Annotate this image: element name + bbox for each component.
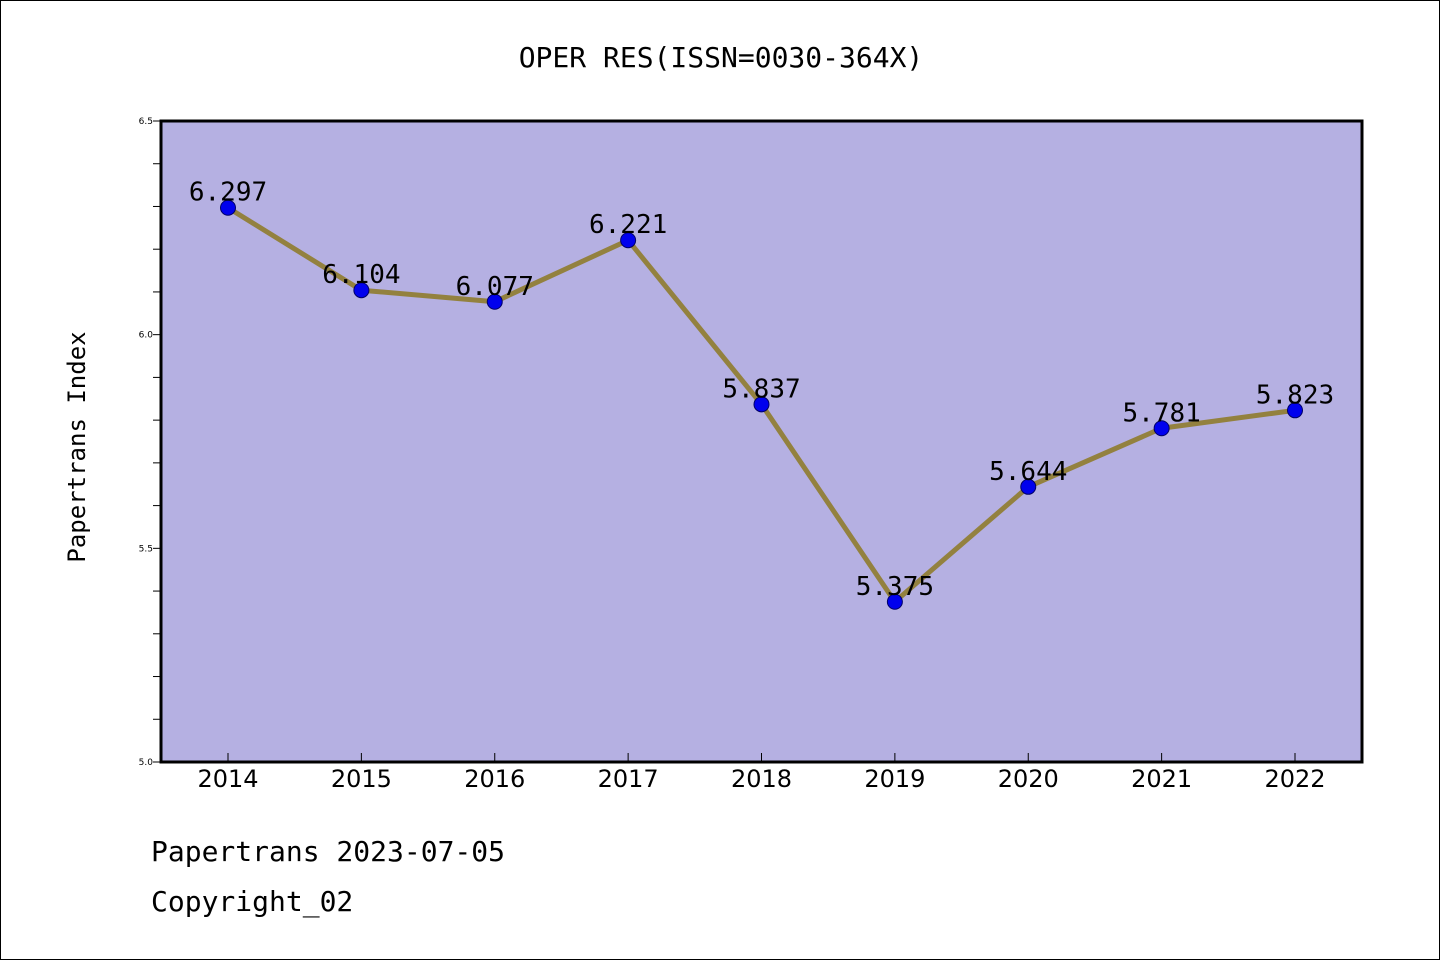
data-label: 6.221	[589, 210, 667, 240]
data-point	[753, 396, 770, 413]
x-tick-label: 2014	[197, 765, 258, 793]
x-tick-label: 2016	[464, 765, 525, 793]
data-label: 5.823	[1256, 380, 1334, 410]
data-label: 5.837	[722, 374, 800, 404]
data-label: 5.781	[1122, 398, 1200, 428]
y-axis-label: Papertrans Index	[63, 331, 91, 562]
data-point	[1153, 420, 1170, 437]
chart-title: OPER RES(ISSN=0030-364X)	[519, 41, 924, 74]
data-label: 5.375	[856, 572, 934, 602]
x-tick-label: 2017	[598, 765, 659, 793]
x-tick-label: 2021	[1131, 765, 1192, 793]
x-tick-label: 2019	[864, 765, 925, 793]
series-layer	[220, 199, 1303, 610]
y-tick-label: 5.5	[139, 544, 153, 554]
data-point	[1020, 478, 1037, 495]
y-tick-label: 6.0	[139, 331, 154, 341]
x-tick-label: 2020	[998, 765, 1059, 793]
data-label: 5.644	[989, 457, 1067, 487]
x-axis-ticks: 2014 2015 2016 2017 2018 2019 2020 2021 2022	[197, 753, 1326, 793]
data-point	[1287, 402, 1303, 419]
data-labels: 6.297 6.104 6.077 6.221 5.837 5.375 5.644 5.781…	[189, 178, 1334, 602]
x-tick-label: 2022	[1264, 765, 1325, 793]
data-label: 6.077	[456, 272, 534, 302]
data-point	[486, 293, 503, 310]
footer-date-line: Papertrans 2023-07-05	[151, 835, 506, 868]
y-tick-label: 6.5	[139, 117, 153, 127]
data-point	[620, 232, 637, 249]
footer-copyright-line: Copyright_02	[151, 885, 354, 918]
data-label: 6.104	[322, 260, 400, 290]
y-tick-label: 5.0	[139, 758, 154, 768]
data-label: 6.297	[189, 178, 267, 208]
data-point	[886, 593, 903, 610]
y-axis-ticks: 5.0 5.5 6.0 6.5	[139, 117, 161, 768]
plot-area	[159, 119, 1364, 764]
data-point	[353, 282, 370, 299]
x-tick-label: 2018	[731, 765, 792, 793]
data-point	[220, 199, 236, 216]
x-tick-label: 2015	[331, 765, 392, 793]
